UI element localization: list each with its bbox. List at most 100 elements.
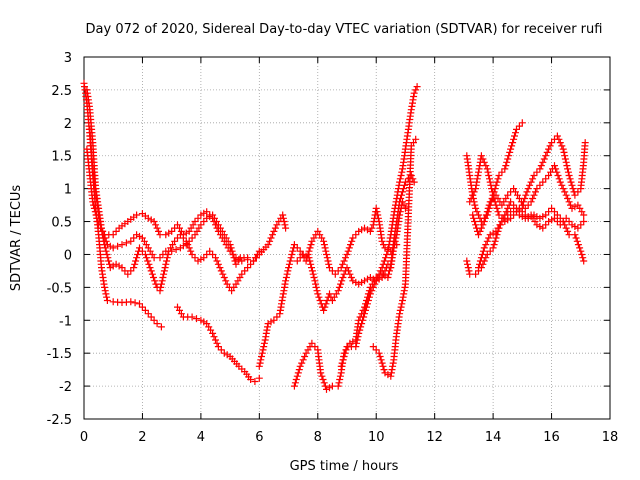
data-point-trace-9	[354, 333, 362, 341]
data-point-trace-8	[296, 254, 304, 262]
data-point-trace-13	[484, 168, 492, 176]
data-point-trace-4	[124, 270, 132, 278]
data-point-trace-5	[230, 254, 238, 262]
data-point-trace-8	[312, 280, 320, 288]
data-point-trace-10	[396, 310, 404, 318]
data-point-trace-7	[290, 382, 298, 390]
y-tick-label: 2	[64, 117, 72, 132]
data-point-trace-4	[105, 257, 113, 265]
data-point-trace-9	[364, 297, 372, 304]
data-point-trace-13	[542, 152, 550, 160]
data-point-trace-12	[572, 234, 580, 242]
data-point-trace-9	[379, 260, 387, 268]
data-point-trace-9	[339, 356, 347, 364]
data-point-trace-7	[318, 372, 326, 380]
data-point-trace-14	[533, 185, 541, 193]
data-point-trace-11	[471, 201, 479, 209]
data-point-trace-4	[103, 251, 111, 258]
y-tick-label: -2	[59, 380, 72, 395]
data-point-trace-4	[134, 251, 142, 258]
data-point-trace-15	[580, 218, 588, 225]
y-tick-label: 3	[64, 51, 72, 66]
data-point-trace-6	[288, 251, 296, 258]
data-point-trace-9	[352, 343, 360, 351]
data-point-trace-13	[482, 162, 490, 170]
data-point-trace-8	[401, 204, 409, 212]
y-tick-label: -1	[59, 314, 72, 329]
data-point-trace-14	[556, 178, 564, 186]
data-point-trace-13	[486, 175, 493, 183]
data-point-trace-13	[488, 188, 496, 196]
data-point-trace-4	[130, 264, 138, 272]
data-point-trace-11	[473, 208, 481, 216]
data-point-trace-6	[323, 251, 330, 258]
data-point-trace-6	[255, 362, 263, 370]
data-point-trace-15	[485, 234, 493, 242]
data-point-trace-4	[161, 264, 169, 272]
data-point-trace-7	[320, 379, 328, 387]
data-point-trace-9	[364, 300, 371, 308]
x-tick-label: 4	[197, 430, 205, 445]
data-point-trace-14	[555, 175, 563, 183]
data-point-trace-5	[99, 227, 107, 235]
data-point-trace-9	[361, 310, 368, 318]
data-point-trace-8	[346, 270, 354, 278]
data-point-trace-13	[470, 188, 478, 196]
data-point-trace-11	[493, 178, 501, 186]
data-point-trace-7	[296, 362, 304, 370]
data-point-trace-6	[284, 267, 292, 275]
data-point-trace-9	[396, 175, 404, 183]
data-point-trace-6	[282, 277, 290, 285]
data-point-trace-6	[320, 241, 328, 249]
data-point-trace-7	[335, 379, 343, 387]
plot-frame	[83, 56, 611, 420]
data-point-trace-5	[109, 244, 117, 252]
data-point-trace-13	[565, 172, 573, 179]
y-axis-label: SDTVAR / TECUs	[9, 185, 24, 292]
data-point-trace-9	[356, 326, 364, 334]
data-point-trace-8	[313, 287, 321, 295]
data-point-trace-4	[217, 267, 225, 275]
data-point-trace-13	[564, 168, 572, 176]
data-point-trace-4	[176, 231, 184, 239]
data-point-trace-4	[144, 257, 152, 265]
data-point-trace-6	[340, 257, 348, 265]
data-point-trace-4	[212, 254, 219, 262]
data-point-trace-2	[188, 313, 196, 321]
data-point-trace-13	[568, 181, 576, 189]
data-point-trace-5	[102, 237, 110, 245]
data-point-trace-14	[530, 191, 538, 199]
data-point-trace-8	[335, 283, 343, 291]
data-point-trace-12	[579, 254, 587, 262]
data-point-trace-8	[310, 274, 318, 281]
data-point-trace-9	[410, 89, 418, 97]
data-point-trace-15	[507, 208, 515, 216]
data-point-trace-7	[291, 379, 299, 387]
data-point-trace-9	[365, 293, 373, 301]
data-point-trace-13	[480, 158, 488, 166]
x-tick-label: 2	[138, 430, 146, 445]
data-point-trace-11	[503, 158, 511, 166]
data-point-trace-6	[368, 224, 376, 232]
data-point-trace-13	[561, 152, 569, 160]
data-point-trace-3	[150, 218, 158, 225]
data-point-trace-10	[375, 349, 383, 357]
data-point-trace-12	[578, 251, 586, 258]
data-point-trace-9	[366, 290, 374, 298]
data-point-trace-13	[560, 148, 568, 156]
data-point-trace-9	[353, 339, 360, 347]
data-point-trace-15	[476, 260, 483, 268]
data-point-trace-6	[259, 346, 267, 354]
data-point-trace-4	[203, 251, 211, 258]
data-point-trace-13	[561, 155, 569, 163]
x-tick-label: 8	[314, 430, 322, 445]
data-point-trace-8	[337, 280, 345, 288]
data-point-trace-5	[228, 247, 236, 255]
data-point-trace-6	[378, 237, 386, 245]
data-point-trace-9	[372, 277, 380, 285]
data-point-trace-15	[478, 251, 486, 258]
data-point-trace-9	[357, 323, 365, 331]
data-point-trace-7	[299, 356, 307, 364]
data-point-trace-5	[118, 241, 126, 249]
data-point-trace-13	[523, 188, 531, 196]
